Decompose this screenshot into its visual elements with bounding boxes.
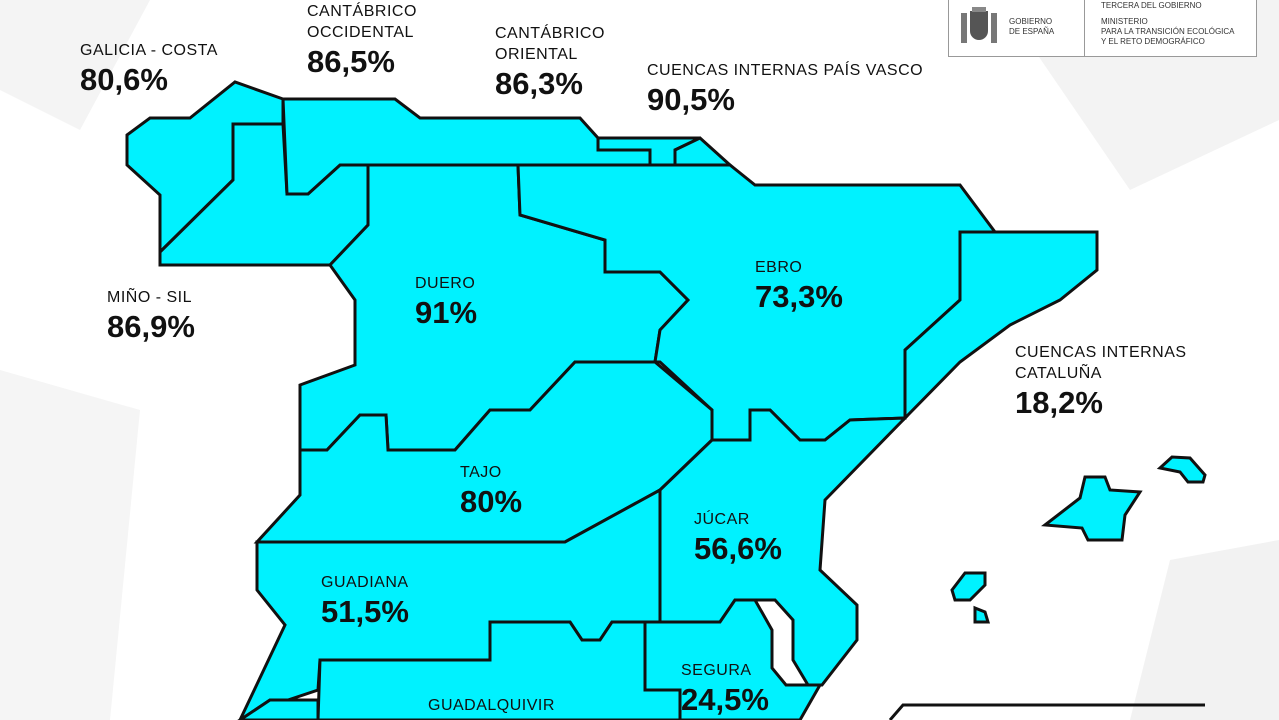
label-guadalquivir: GUADALQUIVIR	[428, 695, 555, 716]
label-duero: DUERO 91%	[415, 273, 477, 332]
label-tajo: TAJO 80%	[460, 462, 522, 521]
label-pais-vasco: CUENCAS INTERNAS PAÍS VASCO 90,5%	[647, 60, 923, 119]
label-cantabrico-oriental: CANTÁBRICO ORIENTAL 86,3%	[495, 23, 605, 103]
ministry-text: MINISTERIO PARA LA TRANSICIÓN ECOLÓGICA …	[1101, 17, 1235, 46]
coat-of-arms-icon	[961, 6, 997, 43]
region-cuencas-internas-cataluna[interactable]	[903, 230, 1099, 422]
label-jucar: JÚCAR 56,6%	[694, 509, 782, 568]
logo-top-text: TERCERA DEL GOBIERNO	[1101, 1, 1202, 10]
basin-name: CANTÁBRICO ORIENTAL	[495, 25, 605, 63]
basin-name: GUADIANA	[321, 574, 409, 591]
basin-value: 56,6%	[694, 531, 782, 566]
basin-value: 51,5%	[321, 594, 409, 629]
label-guadiana: GUADIANA 51,5%	[321, 572, 409, 631]
government-logo: GOBIERNO DE ESPAÑA TERCERA DEL GOBIERNO …	[948, 0, 1257, 57]
basin-value: 86,3%	[495, 66, 583, 101]
canarias-frame-line	[888, 703, 1205, 720]
basin-name: JÚCAR	[694, 511, 750, 528]
basin-value: 80,6%	[80, 62, 168, 97]
label-mino-sil: MIÑO - SIL 86,9%	[107, 287, 195, 346]
basin-name: EBRO	[755, 259, 803, 276]
basin-name: SEGURA	[681, 662, 752, 679]
region-south-west[interactable]	[237, 698, 320, 720]
basin-name: CUENCAS INTERNAS PAÍS VASCO	[647, 62, 924, 79]
island-mallorca[interactable]	[1041, 475, 1143, 542]
basin-name: CUENCAS INTERNAS CATALUÑA	[1015, 344, 1187, 382]
label-galicia-costa: GALICIA - COSTA 80,6%	[80, 40, 218, 99]
basin-name: GUADALQUIVIR	[428, 697, 555, 714]
basin-name: CANTÁBRICO OCCIDENTAL	[307, 3, 417, 41]
label-ebro: EBRO 73,3%	[755, 257, 843, 316]
basin-value: 24,5%	[681, 682, 769, 717]
label-segura: SEGURA 24,5%	[681, 660, 769, 719]
island-formentera[interactable]	[973, 605, 991, 624]
basin-value: 73,3%	[755, 279, 843, 314]
basin-value: 86,5%	[307, 44, 395, 79]
basin-value: 18,2%	[1015, 385, 1103, 420]
label-cantabrico-occidental: CANTÁBRICO OCCIDENTAL 86,5%	[307, 1, 417, 81]
basin-value: 86,9%	[107, 309, 195, 344]
basin-name: MIÑO - SIL	[107, 289, 193, 306]
label-cataluna: CUENCAS INTERNAS CATALUÑA 18,2%	[1015, 342, 1187, 422]
basin-value: 91%	[415, 295, 478, 330]
basin-name: TAJO	[460, 464, 502, 481]
region-guadalquivir[interactable]	[316, 620, 682, 720]
island-menorca[interactable]	[1156, 455, 1207, 484]
basin-value: 90,5%	[647, 82, 735, 117]
basin-name: GALICIA - COSTA	[80, 42, 218, 59]
basin-name: DUERO	[415, 275, 476, 292]
basin-value: 80%	[460, 484, 523, 519]
gobierno-text: GOBIERNO DE ESPAÑA	[1009, 16, 1055, 36]
island-ibiza[interactable]	[950, 571, 987, 602]
